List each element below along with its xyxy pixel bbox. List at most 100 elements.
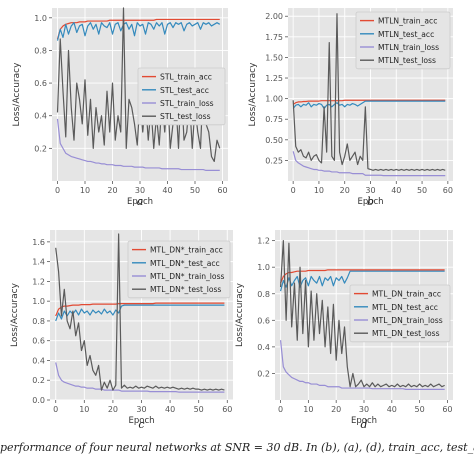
legend-entry: MTL_DN*_test_acc <box>150 259 220 268</box>
legend: STL_train_acc STL_test_acc STL_train_loss S… <box>137 67 226 126</box>
legend-entry: MTL_DN*_train_acc <box>150 246 223 255</box>
x-tick-label: 60 <box>443 186 453 195</box>
y-tick-label: 0.4 <box>257 343 270 352</box>
legend-entry: STL_train_loss <box>160 99 214 108</box>
series-line-1 <box>279 270 445 292</box>
legend-entry: MTL_DN_test_loss <box>372 329 440 338</box>
legend-entry: MTL_DN_test_acc <box>372 303 438 312</box>
series-line-0 <box>55 302 225 317</box>
x-tick-label: 30 <box>135 186 145 195</box>
y-tick-label: 1.50 <box>265 53 283 62</box>
y-tick-label: 1.75 <box>265 33 283 42</box>
series-line-1 <box>55 304 225 322</box>
x-tick-label: 20 <box>108 405 118 414</box>
legend-entry: MTL_DN*_train_loss <box>150 272 225 281</box>
panel-d: 0.2 0.4 0.6 0.8 1.0 1.2 0 10 20 30 40 50 60 Epoch Loss… <box>235 230 453 431</box>
y-tick-label: 0.4 <box>34 112 47 121</box>
panel-a: 0.2 0.4 0.6 0.8 1.0 0 10 20 30 40 50 60 Epoch Loss/Ac… <box>12 7 228 208</box>
y-tick-label: 1.0 <box>32 297 45 306</box>
y-tick-label: 0.25 <box>265 156 283 165</box>
x-tick-label: 10 <box>80 186 90 195</box>
x-tick-label: 0 <box>278 405 283 414</box>
figure-caption: performance of four neural networks at S… <box>0 441 474 454</box>
legend: MTL_DN_train_acc MTL_DN_test_acc MTL_DN_tr… <box>349 284 451 343</box>
panel-label: c <box>138 418 144 431</box>
y-tick-label: 0.6 <box>34 79 47 88</box>
y-tick-label: 0.2 <box>32 376 45 385</box>
y-tick-label: 2.00 <box>265 12 283 21</box>
y-tick-label: 0.0 <box>32 396 45 405</box>
legend-entry: MTLN_train_loss <box>378 43 439 52</box>
x-tick-label: 60 <box>442 405 452 414</box>
series-line-2 <box>55 362 225 393</box>
y-tick-label: 0.2 <box>257 369 270 378</box>
y-tick-label: 1.25 <box>265 74 283 83</box>
legend: MTLN_train_acc MTLN_test_acc MTLN_train_lo… <box>355 11 451 70</box>
legend-entry: STL_train_acc <box>160 73 212 82</box>
y-tick-label: 1.2 <box>32 277 45 286</box>
series-line-3 <box>292 13 446 171</box>
legend: MTL_DN*_train_acc MTL_DN*_test_acc MTL_DN*… <box>127 240 231 299</box>
series-line-0 <box>56 18 220 40</box>
x-axis-label: Epoch <box>128 416 154 426</box>
legend-entry: STL_test_loss <box>160 112 211 121</box>
legend-entry: MTL_DN_train_loss <box>372 316 443 325</box>
x-tick-label: 40 <box>391 186 401 195</box>
x-tick-label: 40 <box>387 405 397 414</box>
legend-entry: MTL_DN_train_acc <box>372 290 441 299</box>
x-tick-label: 60 <box>222 405 232 414</box>
y-tick-label: 1.0 <box>257 263 270 272</box>
x-tick-label: 10 <box>79 405 89 414</box>
y-axis-label: Loss/Accuracy <box>235 282 245 347</box>
y-tick-label: 0.50 <box>265 136 283 145</box>
x-tick-label: 30 <box>359 405 369 414</box>
legend-entry: MTL_DN*_test_loss <box>150 285 221 294</box>
y-tick-label: 0.8 <box>257 290 270 299</box>
x-tick-label: 40 <box>162 186 172 195</box>
x-tick-label: 50 <box>415 405 425 414</box>
y-tick-label: 0.8 <box>34 46 47 55</box>
y-tick-label: 0.8 <box>32 317 45 326</box>
series-line-3 <box>279 240 445 388</box>
x-tick-label: 30 <box>136 405 146 414</box>
legend-entry: MTLN_test_acc <box>378 30 434 39</box>
panel-b: 0.25 0.50 0.75 1.00 1.25 1.50 1.75 2.00 0 10 20 30 4… <box>248 8 453 208</box>
panel-label: d <box>360 418 367 431</box>
x-tick-label: 40 <box>165 405 175 414</box>
x-tick-label: 50 <box>417 186 427 195</box>
legend-entry: STL_test_acc <box>160 86 209 95</box>
x-tick-label: 20 <box>331 405 341 414</box>
y-tick-label: 1.6 <box>32 238 45 247</box>
legend-box <box>137 67 226 126</box>
series-line-0 <box>292 99 446 105</box>
series-line-3 <box>55 233 225 391</box>
x-tick-label: 0 <box>291 186 296 195</box>
legend-box <box>127 240 231 299</box>
x-tick-label: 30 <box>365 186 375 195</box>
y-tick-label: 1.0 <box>34 14 47 23</box>
legend-entry: MTLN_train_acc <box>378 17 437 26</box>
legend-box <box>355 11 451 70</box>
x-tick-label: 0 <box>53 405 58 414</box>
y-tick-label: 1.4 <box>32 258 45 267</box>
x-tick-label: 50 <box>190 186 200 195</box>
x-tick-label: 20 <box>340 186 350 195</box>
y-axis-label: Loss/Accuracy <box>12 62 22 127</box>
series-line-2 <box>279 340 445 390</box>
x-tick-label: 0 <box>55 186 60 195</box>
panel-c: 0.0 0.2 0.4 0.6 0.8 1.0 1.2 1.4 1.6 0 10 20 30 40 50 60… <box>10 230 233 431</box>
x-axis-label: Epoch <box>127 197 153 207</box>
legend-box <box>349 284 451 343</box>
y-tick-label: 1.2 <box>257 237 270 246</box>
y-tick-label: 0.6 <box>257 316 270 325</box>
y-tick-label: 0.2 <box>34 144 47 153</box>
series-line-1 <box>56 22 221 41</box>
y-axis-label: Loss/Accuracy <box>248 62 258 127</box>
y-tick-label: 1.00 <box>265 95 283 104</box>
x-axis-label: Epoch <box>351 416 377 426</box>
x-tick-label: 50 <box>194 405 204 414</box>
x-tick-label: 60 <box>217 186 227 195</box>
y-tick-label: 0.6 <box>32 337 45 346</box>
y-tick-label: 0.4 <box>32 356 45 365</box>
